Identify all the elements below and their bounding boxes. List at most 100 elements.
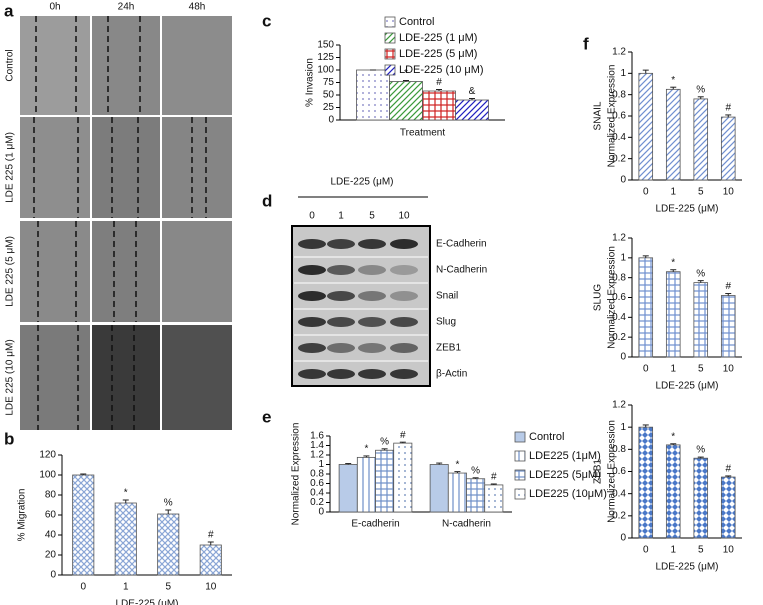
- error-bar: [670, 269, 677, 272]
- band: [327, 291, 355, 301]
- error-bar: [642, 255, 649, 258]
- error-bar: [436, 462, 443, 465]
- legend-label: Control: [529, 431, 564, 443]
- significance-mark: &: [469, 86, 476, 97]
- y-axis-label: Normalized Expression: [607, 246, 618, 349]
- x-axis-label: LDE-225 (μM): [656, 562, 719, 573]
- significance-mark: *: [671, 75, 675, 86]
- error-bar: [469, 98, 475, 100]
- legend-swatch: [514, 469, 526, 481]
- y-tick-label: 0.8: [310, 469, 324, 480]
- error-bar: [670, 86, 677, 90]
- panel-letter: c: [262, 11, 271, 30]
- y-tick-label: 1.2: [310, 450, 324, 461]
- x-tick-label: 0: [643, 187, 649, 198]
- x-axis-label: LDE-225 (μM): [656, 204, 719, 215]
- x-tick-label: 1: [670, 187, 676, 198]
- panel-letter: f: [583, 34, 589, 53]
- error-bar: [165, 509, 172, 514]
- band: [390, 317, 418, 327]
- y-axis-label: % Migration: [17, 489, 28, 542]
- y-tick-label: 80: [45, 490, 57, 501]
- column-header: 0h: [49, 2, 60, 13]
- error-bar: [403, 80, 409, 82]
- y-tick-label: 0.6: [612, 111, 626, 122]
- error-bar: [725, 293, 732, 296]
- y-tick-label: 120: [39, 450, 56, 461]
- y-tick-label: 50: [323, 90, 335, 101]
- y-axis-label: Normalized Expression: [607, 420, 618, 523]
- y-tick-label: 0.6: [612, 292, 626, 303]
- y-tick-label: 0.2: [612, 332, 626, 343]
- band: [327, 317, 355, 327]
- bar: [338, 464, 358, 513]
- legend-swatch: [384, 64, 396, 76]
- lane-label: 1: [338, 211, 344, 222]
- y-tick-label: 0: [318, 507, 324, 518]
- bar: [638, 426, 654, 539]
- x-tick-label: 1: [670, 545, 676, 556]
- x-axis-label: LDE-225 (μM): [656, 381, 719, 392]
- band-label: Slug: [436, 317, 456, 328]
- significance-mark: #: [436, 77, 442, 88]
- y-tick-label: 1.2: [612, 233, 626, 244]
- chart-title: ZEB1: [593, 459, 604, 484]
- chart-title: SNAIL: [593, 101, 604, 130]
- x-tick-label: 0: [80, 582, 86, 593]
- error-bar: [642, 424, 649, 428]
- panel-letter: e: [262, 407, 271, 426]
- band: [298, 343, 326, 353]
- error-bar: [697, 96, 704, 99]
- bar: [199, 544, 222, 576]
- legend-swatch: [384, 16, 396, 28]
- x-tick-label: 5: [165, 582, 171, 593]
- band-label: β-Actin: [436, 369, 467, 380]
- error-bar: [490, 483, 497, 485]
- row-label: LDE 225 (1 μM): [5, 132, 16, 203]
- legend-label: LDE-225 (5 μM): [399, 48, 477, 60]
- y-axis-label: Normalized Expression: [607, 65, 618, 168]
- x-tick-label: 10: [205, 582, 217, 593]
- y-tick-label: 0.4: [612, 132, 626, 143]
- x-tick-label: 5: [698, 187, 704, 198]
- legend-label: Control: [399, 16, 434, 28]
- y-tick-label: 0.8: [612, 272, 626, 283]
- lane-label: 0: [309, 211, 315, 222]
- y-tick-label: 0.8: [612, 89, 626, 100]
- band: [358, 265, 386, 275]
- band: [390, 369, 418, 379]
- micrograph: [92, 221, 160, 322]
- legend-label: LDE-225 (1 μM): [399, 32, 477, 44]
- error-bar: [381, 448, 388, 451]
- micrograph: [20, 16, 90, 115]
- bar: [693, 457, 709, 539]
- y-tick-label: 1: [620, 68, 626, 79]
- row-label: LDE 225 (10 μM): [5, 339, 16, 415]
- bar: [72, 474, 95, 576]
- bar: [638, 257, 654, 358]
- column-header: 24h: [118, 2, 135, 13]
- y-tick-label: 0.8: [612, 444, 626, 455]
- error-bar: [670, 443, 677, 445]
- micrograph: [20, 325, 90, 430]
- blot-header: LDE-225 (μM): [331, 177, 394, 188]
- band: [327, 239, 355, 249]
- y-axis-label: Normalized Expression: [291, 423, 302, 526]
- y-tick-label: 0.2: [310, 497, 324, 508]
- bar: [693, 282, 709, 358]
- band: [390, 239, 418, 249]
- blot-frame: [291, 225, 431, 387]
- band: [390, 265, 418, 275]
- x-tick-label: 1: [123, 582, 129, 593]
- x-tick-label: E-cadherin: [351, 519, 399, 530]
- y-tick-label: 100: [39, 470, 56, 481]
- error-bar: [122, 499, 129, 503]
- significance-mark: %: [696, 84, 705, 95]
- row-label: Control: [5, 49, 16, 81]
- y-tick-label: 60: [45, 510, 57, 521]
- x-tick-label: 5: [698, 364, 704, 375]
- y-tick-label: 0.4: [612, 312, 626, 323]
- significance-mark: %: [164, 498, 173, 509]
- y-tick-label: 1.2: [612, 47, 626, 58]
- band-label: Snail: [436, 291, 458, 302]
